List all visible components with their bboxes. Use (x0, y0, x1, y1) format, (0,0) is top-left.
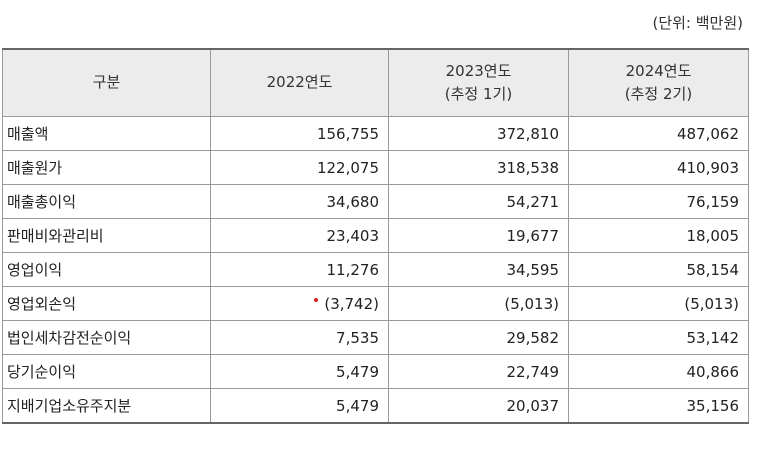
table-row: 영업외손익 (3,742) (5,013) (5,013) (2, 286, 749, 321)
cell-2022: 5,479 (210, 388, 389, 424)
cell-2022: 5,479 (210, 354, 389, 389)
cell-2023: 318,538 (388, 150, 569, 185)
cell-2022: 23,403 (210, 218, 389, 253)
table-row: 법인세차감전순이익 7,535 29,582 53,142 (2, 320, 749, 355)
cell-2023: 20,037 (388, 388, 569, 424)
cell-2024: (5,013) (568, 286, 749, 321)
row-label: 영업외손익 (2, 286, 211, 321)
cell-2024: 487,062 (568, 116, 749, 151)
row-label: 당기순이익 (2, 354, 211, 389)
cell-2023: 54,271 (388, 184, 569, 219)
row-label: 지배기업소유주지분 (2, 388, 211, 424)
table-header: 구분 2022연도 2023연도 (추정 1기) 2024연도 (추정 2기) (2, 48, 749, 117)
red-dot-marker (314, 298, 318, 302)
header-2023: 2023연도 (추정 1기) (388, 48, 569, 117)
header-2022: 2022연도 (210, 48, 389, 117)
cell-2024: 410,903 (568, 150, 749, 185)
header-category-label: 구분 (92, 73, 121, 92)
header-2024-label: 2024연도 (625, 61, 692, 80)
cell-2023: 29,582 (388, 320, 569, 355)
table-row: 지배기업소유주지분 5,479 20,037 35,156 (2, 388, 749, 424)
unit-label: (단위: 백만원) (652, 14, 743, 32)
cell-2024: 40,866 (568, 354, 749, 389)
row-label: 영업이익 (2, 252, 211, 287)
table-row: 매출원가 122,075 318,538 410,903 (2, 150, 749, 185)
header-2024: 2024연도 (추정 2기) (568, 48, 749, 117)
header-2023-label: 2023연도 (445, 61, 512, 80)
header-2024-sublabel: (추정 2기) (624, 85, 693, 103)
table-row: 매출총이익 34,680 54,271 76,159 (2, 184, 749, 219)
cell-2023: 34,595 (388, 252, 569, 287)
cell-2024: 53,142 (568, 320, 749, 355)
cell-2022: 7,535 (210, 320, 389, 355)
cell-2023: 372,810 (388, 116, 569, 151)
header-category: 구분 (2, 48, 211, 117)
cell-2022: 156,755 (210, 116, 389, 151)
table-row: 당기순이익 5,479 22,749 40,866 (2, 354, 749, 389)
cell-2023: 22,749 (388, 354, 569, 389)
header-row: 구분 2022연도 2023연도 (추정 1기) 2024연도 (추정 2기) (2, 48, 749, 117)
row-label: 매출원가 (2, 150, 211, 185)
header-2022-label: 2022연도 (266, 73, 333, 92)
financial-table: 구분 2022연도 2023연도 (추정 1기) 2024연도 (추정 2기) … (2, 48, 749, 424)
cell-2024: 76,159 (568, 184, 749, 219)
row-label: 판매비와관리비 (2, 218, 211, 253)
cell-2024: 35,156 (568, 388, 749, 424)
table-row: 판매비와관리비 23,403 19,677 18,005 (2, 218, 749, 253)
cell-2022: (3,742) (210, 286, 389, 321)
header-2023-sublabel: (추정 1기) (444, 85, 513, 103)
cell-2024: 58,154 (568, 252, 749, 287)
row-label: 매출총이익 (2, 184, 211, 219)
table-body: 매출액 156,755 372,810 487,062 매출원가 122,075… (2, 116, 749, 424)
table-row: 매출액 156,755 372,810 487,062 (2, 116, 749, 151)
row-label: 매출액 (2, 116, 211, 151)
cell-2022: 34,680 (210, 184, 389, 219)
cell-2022: 11,276 (210, 252, 389, 287)
cell-2023: 19,677 (388, 218, 569, 253)
cell-2023: (5,013) (388, 286, 569, 321)
table-row: 영업이익 11,276 34,595 58,154 (2, 252, 749, 287)
cell-2022: 122,075 (210, 150, 389, 185)
cell-2024: 18,005 (568, 218, 749, 253)
row-label: 법인세차감전순이익 (2, 320, 211, 355)
